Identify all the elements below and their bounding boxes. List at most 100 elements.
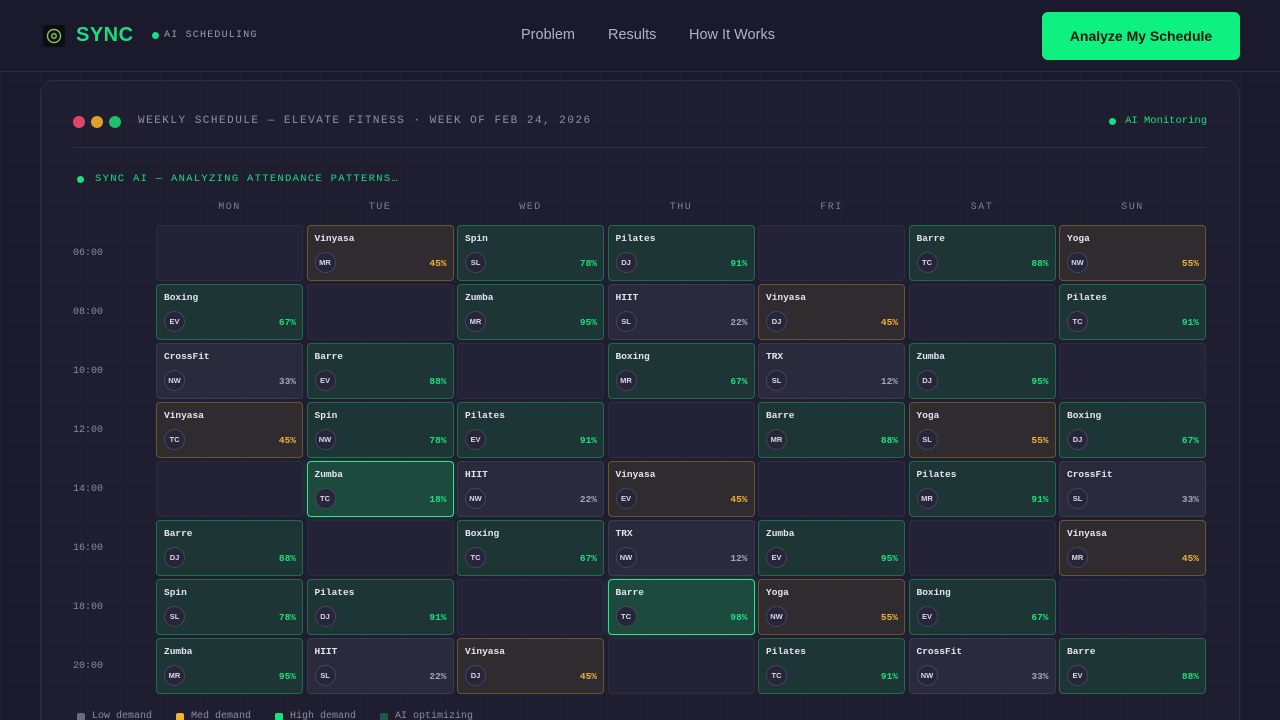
- class-name: Vinyasa: [465, 646, 505, 657]
- instructor-avatar: TC: [164, 429, 185, 450]
- empty-slot[interactable]: [607, 638, 755, 694]
- brand-logo-icon[interactable]: [43, 25, 65, 47]
- class-slot[interactable]: Vinyasa EV 45%: [607, 461, 755, 517]
- attendance-percent: 67%: [579, 553, 597, 564]
- class-slot[interactable]: Pilates EV 91%: [457, 402, 604, 458]
- instructor-avatar: SL: [916, 429, 938, 450]
- class-name: Barre: [766, 410, 795, 421]
- nav-link-results[interactable]: Results: [608, 27, 657, 43]
- class-name: Vinyasa: [164, 410, 204, 421]
- empty-slot[interactable]: [758, 461, 905, 517]
- class-slot[interactable]: Barre EV 88%: [306, 343, 454, 399]
- class-name: HIIT: [465, 469, 488, 480]
- class-name: HIIT: [314, 646, 338, 657]
- class-slot[interactable]: Yoga NW 55%: [758, 579, 905, 635]
- class-slot[interactable]: CrossFit NW 33%: [156, 343, 303, 399]
- class-slot[interactable]: HIIT SL 22%: [306, 638, 454, 694]
- attendance-percent: 45%: [1181, 553, 1199, 564]
- attendance-percent: 91%: [429, 612, 447, 623]
- class-slot[interactable]: Vinyasa MR 45%: [306, 225, 454, 281]
- class-slot[interactable]: Barre EV 88%: [1059, 638, 1206, 694]
- class-slot[interactable]: Vinyasa TC 45%: [156, 402, 303, 458]
- empty-slot[interactable]: [1059, 343, 1206, 399]
- attendance-percent: 33%: [1031, 671, 1049, 682]
- class-slot[interactable]: Pilates TC 91%: [1059, 284, 1206, 340]
- class-slot[interactable]: Barre DJ 88%: [156, 520, 303, 576]
- instructor-avatar: DJ: [1067, 429, 1088, 450]
- attendance-percent: 88%: [1181, 671, 1199, 682]
- empty-slot[interactable]: [1059, 579, 1206, 635]
- attendance-percent: 88%: [429, 376, 447, 387]
- class-slot[interactable]: CrossFit NW 33%: [908, 638, 1056, 694]
- empty-slot[interactable]: [156, 225, 303, 281]
- class-slot[interactable]: Barre MR 88%: [758, 402, 905, 458]
- class-slot[interactable]: Boxing TC 67%: [457, 520, 604, 576]
- class-slot[interactable]: Vinyasa DJ 45%: [758, 284, 905, 340]
- nav-link-how-it-works[interactable]: How It Works: [689, 27, 775, 43]
- empty-slot[interactable]: [457, 343, 604, 399]
- class-slot[interactable]: Zumba EV 95%: [758, 520, 905, 576]
- attendance-percent: 45%: [730, 494, 748, 505]
- class-slot[interactable]: Yoga NW 55%: [1059, 225, 1206, 281]
- empty-slot[interactable]: [306, 520, 454, 576]
- class-name: Vinyasa: [1067, 528, 1107, 539]
- class-slot[interactable]: Pilates MR 91%: [908, 461, 1056, 517]
- class-slot[interactable]: Zumba MR 95%: [457, 284, 604, 340]
- class-slot[interactable]: Pilates DJ 91%: [306, 579, 454, 635]
- attendance-percent: 95%: [880, 553, 898, 564]
- attendance-percent: 78%: [278, 612, 296, 623]
- brand-name[interactable]: SYNC: [76, 24, 134, 46]
- attendance-percent: 33%: [1181, 494, 1199, 505]
- empty-slot[interactable]: [908, 520, 1056, 576]
- class-slot[interactable]: Boxing DJ 67%: [1059, 402, 1206, 458]
- instructor-avatar: MR: [314, 252, 336, 273]
- attendance-percent: 55%: [1181, 258, 1199, 269]
- class-slot[interactable]: Spin SL 78%: [457, 225, 604, 281]
- empty-slot[interactable]: [908, 284, 1056, 340]
- empty-slot[interactable]: [607, 402, 755, 458]
- class-slot[interactable]: Pilates TC 91%: [758, 638, 905, 694]
- class-name: HIIT: [615, 292, 639, 303]
- analyze-schedule-button[interactable]: Analyze My Schedule: [1042, 12, 1240, 60]
- class-slot[interactable]: Zumba MR 95%: [156, 638, 303, 694]
- class-slot[interactable]: CrossFit SL 33%: [1059, 461, 1206, 517]
- window-maximize-dot[interactable]: [109, 116, 121, 128]
- empty-slot[interactable]: [457, 579, 604, 635]
- class-slot[interactable]: Vinyasa DJ 45%: [457, 638, 604, 694]
- nav-link-problem[interactable]: Problem: [521, 27, 575, 43]
- class-slot[interactable]: Yoga SL 55%: [908, 402, 1056, 458]
- header-divider: [73, 147, 1207, 148]
- class-slot[interactable]: Spin NW 78%: [306, 402, 454, 458]
- class-slot[interactable]: HIIT SL 22%: [607, 284, 755, 340]
- class-slot[interactable]: Barre TC 98%: [607, 579, 755, 635]
- window-minimize-dot[interactable]: [91, 116, 103, 128]
- time-label: 10:00: [73, 366, 104, 377]
- class-name: Pilates: [916, 469, 957, 480]
- time-label: 12:00: [73, 425, 104, 436]
- class-slot[interactable]: Zumba DJ 95%: [908, 343, 1056, 399]
- empty-slot[interactable]: [306, 284, 454, 340]
- empty-slot[interactable]: [758, 225, 905, 281]
- class-name: Barre: [916, 233, 946, 244]
- class-slot[interactable]: HIIT NW 22%: [457, 461, 604, 517]
- class-slot[interactable]: TRX NW 12%: [607, 520, 755, 576]
- instructor-avatar: SL: [465, 252, 486, 273]
- class-slot[interactable]: Zumba TC 18%: [306, 461, 454, 517]
- class-slot[interactable]: Boxing EV 67%: [156, 284, 303, 340]
- instructor-avatar: EV: [916, 606, 938, 627]
- attendance-percent: 18%: [429, 494, 447, 505]
- empty-slot[interactable]: [156, 461, 303, 517]
- legend-label: AI optimizing: [395, 711, 474, 720]
- class-slot[interactable]: TRX SL 12%: [758, 343, 905, 399]
- class-slot[interactable]: Boxing MR 67%: [607, 343, 755, 399]
- class-slot[interactable]: Pilates DJ 91%: [607, 225, 755, 281]
- class-slot[interactable]: Barre TC 88%: [908, 225, 1056, 281]
- class-slot[interactable]: Boxing EV 67%: [908, 579, 1056, 635]
- window-close-dot[interactable]: [73, 116, 85, 128]
- instructor-avatar: MR: [465, 311, 486, 332]
- class-name: Spin: [164, 587, 187, 598]
- class-slot[interactable]: Vinyasa MR 45%: [1059, 520, 1206, 576]
- class-name: Barre: [314, 351, 344, 362]
- class-slot[interactable]: Spin SL 78%: [156, 579, 303, 635]
- attendance-percent: 55%: [1031, 435, 1049, 446]
